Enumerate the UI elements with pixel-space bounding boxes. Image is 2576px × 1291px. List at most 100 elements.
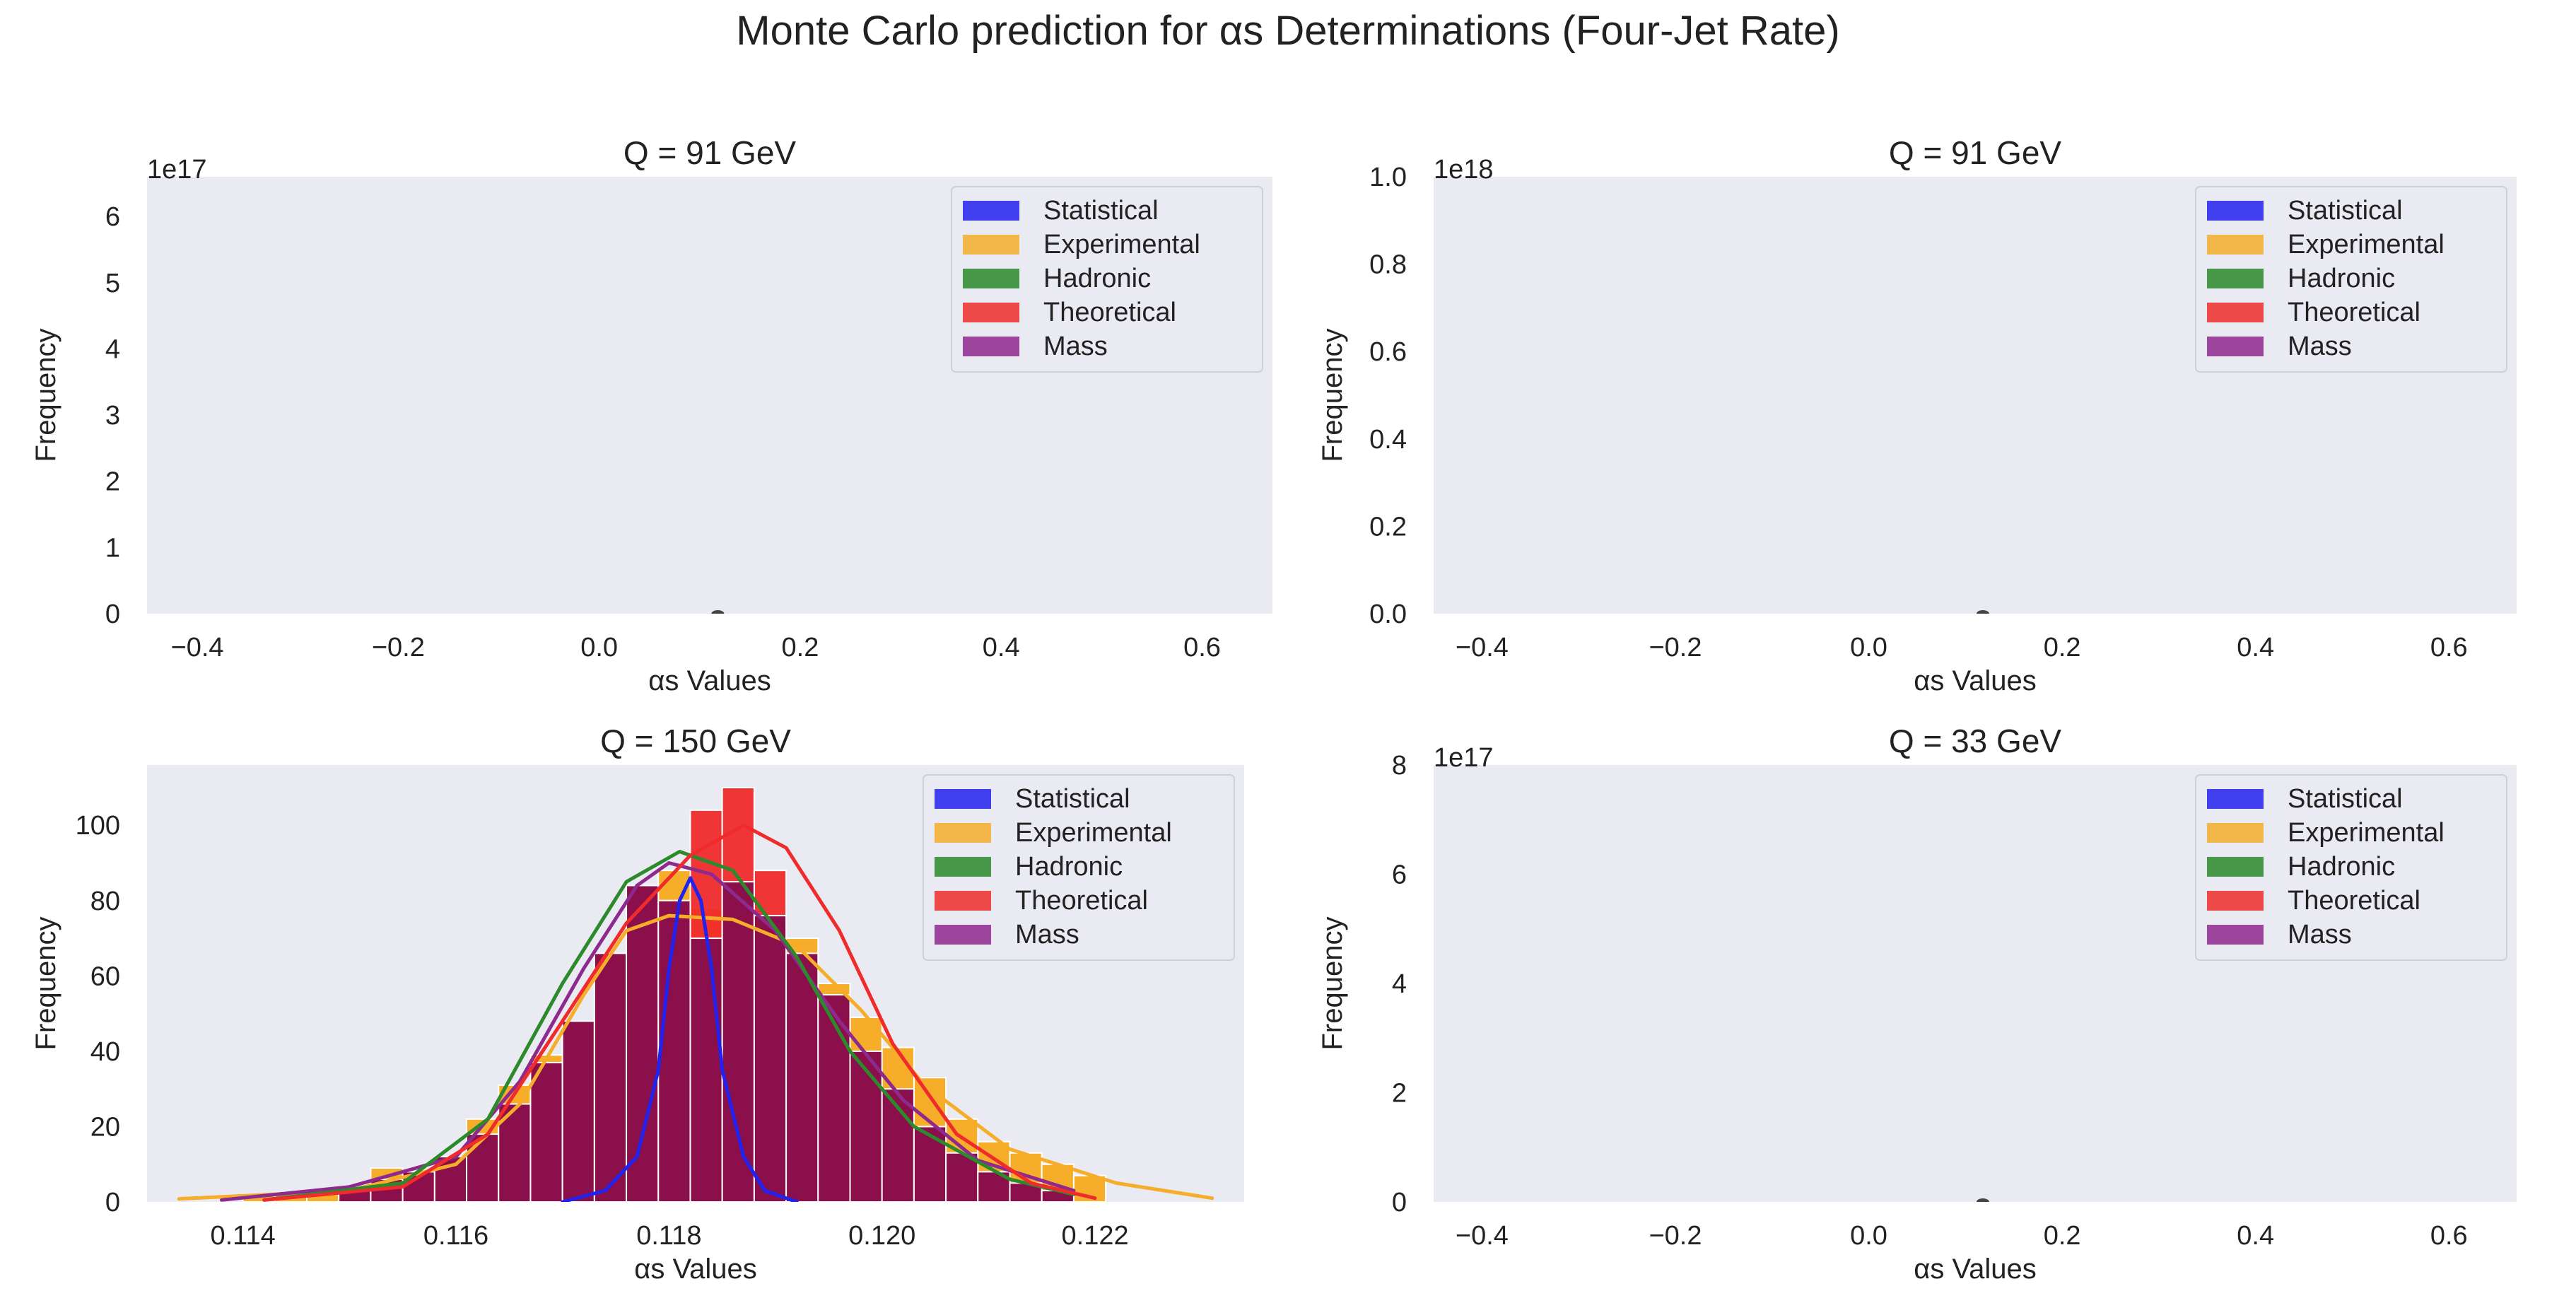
legend-frame [923,774,1235,961]
x-axis-label: αs Values [1914,665,2037,696]
legend-label-theoretical: Theoretical [1015,886,1148,916]
x-tick-label: −0.4 [1456,633,1509,662]
hist-bar-mass [657,899,691,1202]
hist-bar-mass [913,1126,947,1202]
legend-swatch-theoretical [935,891,991,911]
legend-label-theoretical: Theoretical [2288,298,2420,327]
legend-swatch-mass [2207,925,2264,945]
x-tick-label: −0.2 [372,633,425,662]
legend-frame [2195,774,2507,961]
hist-bar-mass [561,1020,595,1202]
x-tick-label: 0.4 [983,633,1020,662]
legend-label-hadronic: Hadronic [1043,264,1151,293]
x-axis-label: αs Values [1914,1254,2037,1285]
kde-line-hadronic [262,850,1076,1202]
legend-swatch-theoretical [2207,303,2264,322]
legend-label-mass: Mass [1015,920,1079,950]
x-tick-label: 0.0 [580,633,618,662]
kde-line-experimental [177,913,1214,1201]
y-tick-label: 0.6 [1369,337,1407,367]
y-tick-label: 4 [1392,969,1407,999]
y-tick-label: 6 [105,202,120,232]
legend: Statistical Experimental Hadronic Theoretic… [2195,774,2507,961]
subplot-title: Q = 150 GeV [600,723,791,759]
axis-offset-text: 1e17 [1434,743,1494,773]
hist-bar-mass [753,915,788,1202]
y-tick-label: 2 [105,467,120,497]
legend-label-experimental: Experimental [2288,230,2445,259]
axis-offset-text: 1e18 [1434,155,1494,185]
hist-bar-mass [721,881,755,1202]
y-tick-label: 4 [105,334,120,364]
x-tick-label: 0.114 [210,1221,275,1251]
x-tick-label: 0.116 [423,1221,488,1251]
y-tick-label: 1.0 [1369,163,1407,192]
legend-label-statistical: Statistical [1043,196,1159,226]
legend-swatch-mass [2207,337,2264,356]
kde-line-theoretical [262,823,1097,1202]
y-tick-label: 40 [90,1037,120,1067]
legend-swatch-experimental [963,235,1019,255]
hist-bar-mass [849,1050,883,1202]
y-tick-label: 0.8 [1369,250,1407,280]
x-tick-label: 0.122 [1062,1221,1129,1251]
legend-label-hadronic: Hadronic [1015,852,1123,882]
x-tick-label: 0.2 [2044,633,2081,662]
y-tick-label: 0.0 [1369,600,1407,629]
hist-bar-mass [593,952,628,1202]
y-tick-label: 6 [1392,860,1407,890]
subplot-title: Q = 91 GeV [1889,134,2062,171]
legend-frame [2195,186,2507,373]
legend-swatch-statistical [935,789,991,809]
data-marker [1976,610,1989,614]
legend-swatch-experimental [2207,235,2264,255]
x-tick-label: 0.120 [848,1221,915,1251]
legend: Statistical Experimental Hadronic Theoretic… [923,774,1235,961]
x-axis-label: αs Values [634,1254,757,1285]
axis-offset-text: 1e17 [147,155,207,185]
legend-swatch-statistical [2207,201,2264,221]
legend-swatch-hadronic [2207,857,2264,877]
kde-line-mass [220,861,1076,1202]
y-tick-label: 100 [76,811,120,841]
legend-label-mass: Mass [2288,332,2352,361]
legend-label-theoretical: Theoretical [2288,886,2420,916]
x-tick-label: 0.4 [2237,633,2274,662]
legend-swatch-statistical [963,201,1019,221]
x-tick-label: 0.6 [1183,633,1221,662]
legend-swatch-theoretical [963,303,1019,322]
y-axis-label: Frequency [1317,917,1348,1051]
x-tick-label: −0.2 [1649,633,1702,662]
y-tick-label: 0 [105,600,120,629]
legend-label-mass: Mass [1043,332,1108,361]
legend-label-hadronic: Hadronic [2288,852,2395,882]
subplot-title: Q = 33 GeV [1889,723,2062,759]
y-tick-label: 8 [1392,751,1407,781]
legend-swatch-hadronic [963,269,1019,288]
x-tick-label: 0.2 [782,633,819,662]
legend-swatch-mass [963,337,1019,356]
legend-label-statistical: Statistical [1015,784,1130,814]
subplot-2: Q = 91 GeV 1e18 −0.4 −0.2 0.0 0.2 0.4 0.6 0.0 0.2… [1317,134,2517,696]
legend-frame [951,186,1263,373]
figure-title: Monte Carlo prediction for αs Determinat… [736,8,1840,54]
x-tick-label: 0.6 [2430,633,2468,662]
x-tick-label: 0.0 [1850,633,1887,662]
legend-label-theoretical: Theoretical [1043,298,1176,327]
hist-bar-mass [529,1061,563,1202]
legend-swatch-experimental [935,823,991,843]
hist-bar-mass [945,1152,979,1202]
x-tick-label: −0.4 [171,633,224,662]
legend-swatch-theoretical [2207,891,2264,911]
legend-label-experimental: Experimental [1043,230,1200,259]
data-marker [711,610,725,614]
legend-swatch-experimental [2207,823,2264,843]
legend-label-hadronic: Hadronic [2288,264,2395,293]
kde-line-statistical [561,876,799,1202]
data-marker [1976,1198,1989,1202]
y-axis-label: Frequency [30,917,62,1051]
y-axis-label: Frequency [30,329,62,462]
y-tick-label: 5 [105,269,120,298]
